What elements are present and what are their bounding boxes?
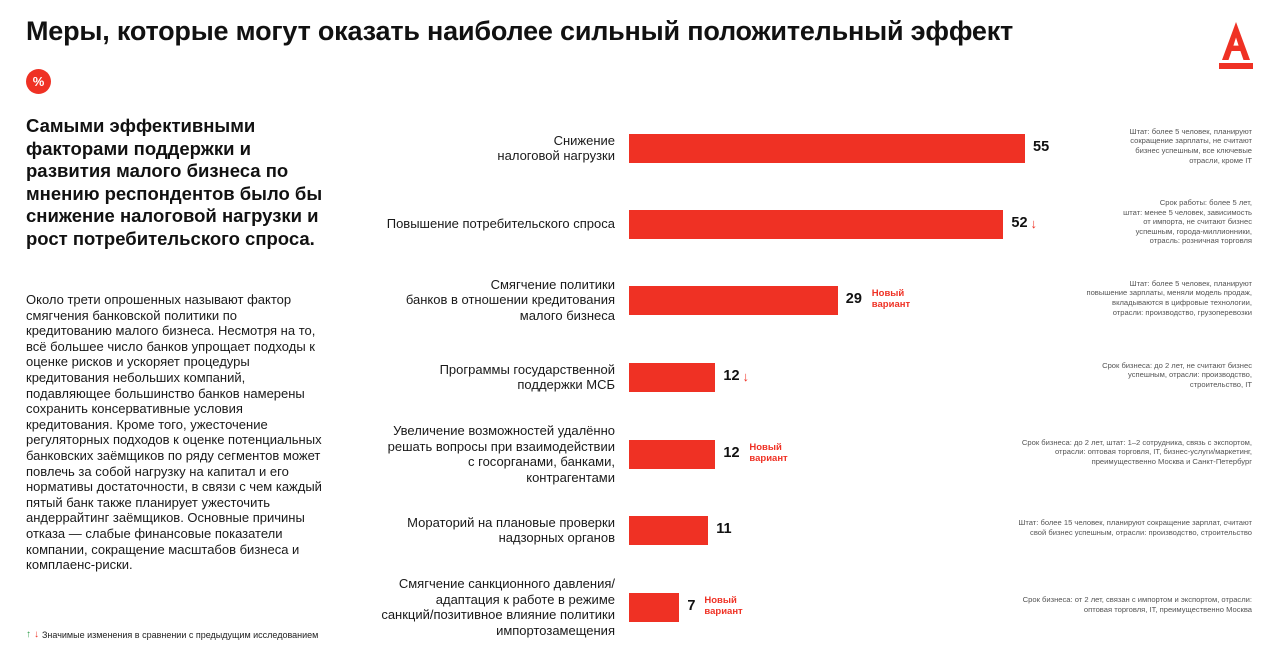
segment-note-line: вкладываются в цифровые технологии, xyxy=(1112,297,1252,307)
segment-note-line: сокращение зарплаты, не считают xyxy=(1130,136,1252,146)
bar-label: Мораторий на плановые проверки надзорных … xyxy=(407,515,615,546)
bar xyxy=(629,592,680,622)
segment-note: Срок работы: более 5 лет, штат: менее 5 ч… xyxy=(1123,198,1252,246)
bar-value-text: 12 xyxy=(723,368,740,384)
bar-label: Увеличение возможностей удалённо решать в… xyxy=(388,423,615,485)
segment-note-line: свой бизнес успешным, отрасли: производс… xyxy=(1030,527,1252,537)
page-title: Меры, которые могут оказать наиболее сил… xyxy=(26,16,1014,46)
intro-body: Около трети опрошенных называют фактор с… xyxy=(26,292,322,573)
segment-note: Штат: более 5 человек, планируют сокращен… xyxy=(1130,127,1252,165)
segment-note: Срок бизнеса: от 2 лет, связан с импорто… xyxy=(1023,595,1252,614)
bar-value: 12 ↓ xyxy=(723,368,749,384)
segment-note-line: отрасли: оптовая торговля, IT, бизнес-ус… xyxy=(1054,447,1252,457)
segment-note: Штат: более 15 человек, планируют сокращ… xyxy=(1018,518,1252,537)
new-variant-tag: Новый вариант xyxy=(749,442,788,464)
new-variant-tag: Новый вариант xyxy=(871,288,911,310)
bar-label-line: Повышение потребительского спроса xyxy=(386,216,615,232)
bar-value: 11 xyxy=(716,521,731,537)
bar-label-line: Программы государственной xyxy=(439,361,615,377)
bar-label-line: надзорных органов xyxy=(498,530,615,545)
segment-note-line: штат: менее 5 человек, зависимость xyxy=(1123,207,1252,217)
segment-note-line: оптовая торговля, IT, преимущественно Мо… xyxy=(1083,604,1252,614)
segment-note-line: Срок бизнеса: от 2 лет, связан с импорто… xyxy=(1022,595,1252,605)
segment-note-line: Срок бизнеса: до 2 лет, не считают бизне… xyxy=(1102,360,1252,370)
bar-value-text: 11 xyxy=(716,521,732,537)
bar xyxy=(629,515,709,545)
new-variant-line: Новый xyxy=(871,288,905,299)
bar-label-line: малого бизнеса xyxy=(519,307,615,323)
segment-note-line: повышение зарплаты, меняли модель продаж… xyxy=(1086,288,1252,298)
bar-value-text: 7 xyxy=(687,598,696,614)
segment-note-line: Штат: более 5 человек, планируют xyxy=(1129,278,1252,288)
arrow-down-icon: ↓ xyxy=(34,629,39,640)
bar-value: 55 xyxy=(1033,139,1049,155)
segment-note-line: Срок работы: более 5 лет, xyxy=(1159,198,1252,207)
intro-headline: Самыми эффективными факторами поддержки … xyxy=(26,115,323,249)
segment-note-line: преимущественно Москва и Санкт-Петербург xyxy=(1091,456,1252,466)
new-variant-line: вариант xyxy=(749,452,788,464)
segment-note: Срок бизнеса: до 2 лет, не считают бизне… xyxy=(1102,361,1252,390)
bar-label-line: Увеличение возможностей удалённо xyxy=(393,423,615,438)
bar xyxy=(629,439,716,469)
bar-label-line: решать вопросы при взаимодействии xyxy=(387,438,615,454)
bar-label-line: Снижение xyxy=(553,132,615,148)
bar-label: Снижение налоговой нагрузки xyxy=(497,133,615,164)
bar-value-text: 12 xyxy=(723,445,740,461)
bar-value: 7 xyxy=(687,598,695,614)
segment-note-line: успешным, отрасли: производство, xyxy=(1128,370,1252,380)
bar-label-line: импортозамещения xyxy=(496,622,615,638)
bar-value: 12 xyxy=(723,445,739,461)
bar-label-line: с госорганами, банками, xyxy=(468,454,615,469)
bar-label: Программы государственной поддержки МСБ xyxy=(440,362,615,393)
bar-value: 29 xyxy=(846,291,862,307)
bar-label-line: поддержки МСБ xyxy=(517,377,615,392)
segment-note: Штат: более 5 человек, планируют повышени… xyxy=(1086,279,1252,317)
bar-value-text: 52 xyxy=(1011,215,1028,231)
new-variant-line: Новый xyxy=(749,442,782,453)
new-variant-line: вариант xyxy=(871,298,911,310)
segment-note-line: отрасли: производство, грузоперевозки xyxy=(1112,307,1252,317)
bar-value: 52 ↓ xyxy=(1011,215,1037,231)
percent-badge: % xyxy=(26,69,51,94)
arrow-down-icon: ↓ xyxy=(742,368,750,384)
bar-label-line: Смягчение политики xyxy=(490,276,615,292)
legend-note: ↑ ↓ Значимые изменения в сравнении с пред… xyxy=(26,629,318,640)
segment-note-line: бизнес успешным, все ключевые xyxy=(1135,145,1252,155)
arrow-down-icon: ↓ xyxy=(1030,215,1038,231)
new-variant-tag: Новый вариант xyxy=(704,595,743,617)
bar-label: Повышение потребительского спроса xyxy=(387,216,615,232)
bar-label-line: налоговой нагрузки xyxy=(497,148,615,163)
bar-value-text: 29 xyxy=(845,291,862,307)
bar-value-text: 55 xyxy=(1033,139,1050,155)
segment-note-line: Штат: более 5 человек, планируют xyxy=(1129,126,1252,136)
arrow-up-icon: ↑ xyxy=(26,629,31,640)
bar-label: Смягчение политики банков в отношении кре… xyxy=(406,277,615,324)
segment-note-line: от импорта, не считают бизнес xyxy=(1143,217,1252,227)
bar-label-line: Мораторий на плановые проверки xyxy=(407,514,615,530)
segment-note-line: Срок бизнеса: до 2 лет, штат: 1–2 сотруд… xyxy=(1021,437,1252,447)
bar-label-line: банков в отношении кредитования xyxy=(405,292,615,308)
bar xyxy=(629,362,716,392)
bar-label-line: адаптация к работе в режиме xyxy=(435,591,615,607)
segment-note-line: отрасль: розничная торговля xyxy=(1149,236,1252,246)
legend-note-text: Значимые изменения в сравнении с предыду… xyxy=(42,629,319,640)
bar xyxy=(629,285,838,315)
bar-label: Смягчение санкционного давления/адаптаци… xyxy=(381,576,615,638)
bar-label-line: санкций/позитивное влияние политики xyxy=(381,607,615,622)
new-variant-line: вариант xyxy=(704,605,743,617)
segment-note-line: успешным, города-миллионники, xyxy=(1135,226,1252,236)
bar xyxy=(629,133,1025,163)
bar-label-line: Смягчение санкционного давления/ xyxy=(398,576,615,591)
segment-note-line: строительство, IT xyxy=(1189,379,1252,389)
segment-note: Срок бизнеса: до 2 лет, штат: 1–2 сотруд… xyxy=(1022,438,1252,467)
segment-note-line: отрасли, кроме IT xyxy=(1189,155,1252,165)
segment-note-line: Штат: более 15 человек, планируют сокращ… xyxy=(1018,518,1252,528)
new-variant-line: Новый xyxy=(704,595,737,606)
alfa-bank-logo-icon xyxy=(1219,22,1253,70)
bar-label-line: контрагентами xyxy=(526,469,615,485)
bar xyxy=(629,209,1004,239)
